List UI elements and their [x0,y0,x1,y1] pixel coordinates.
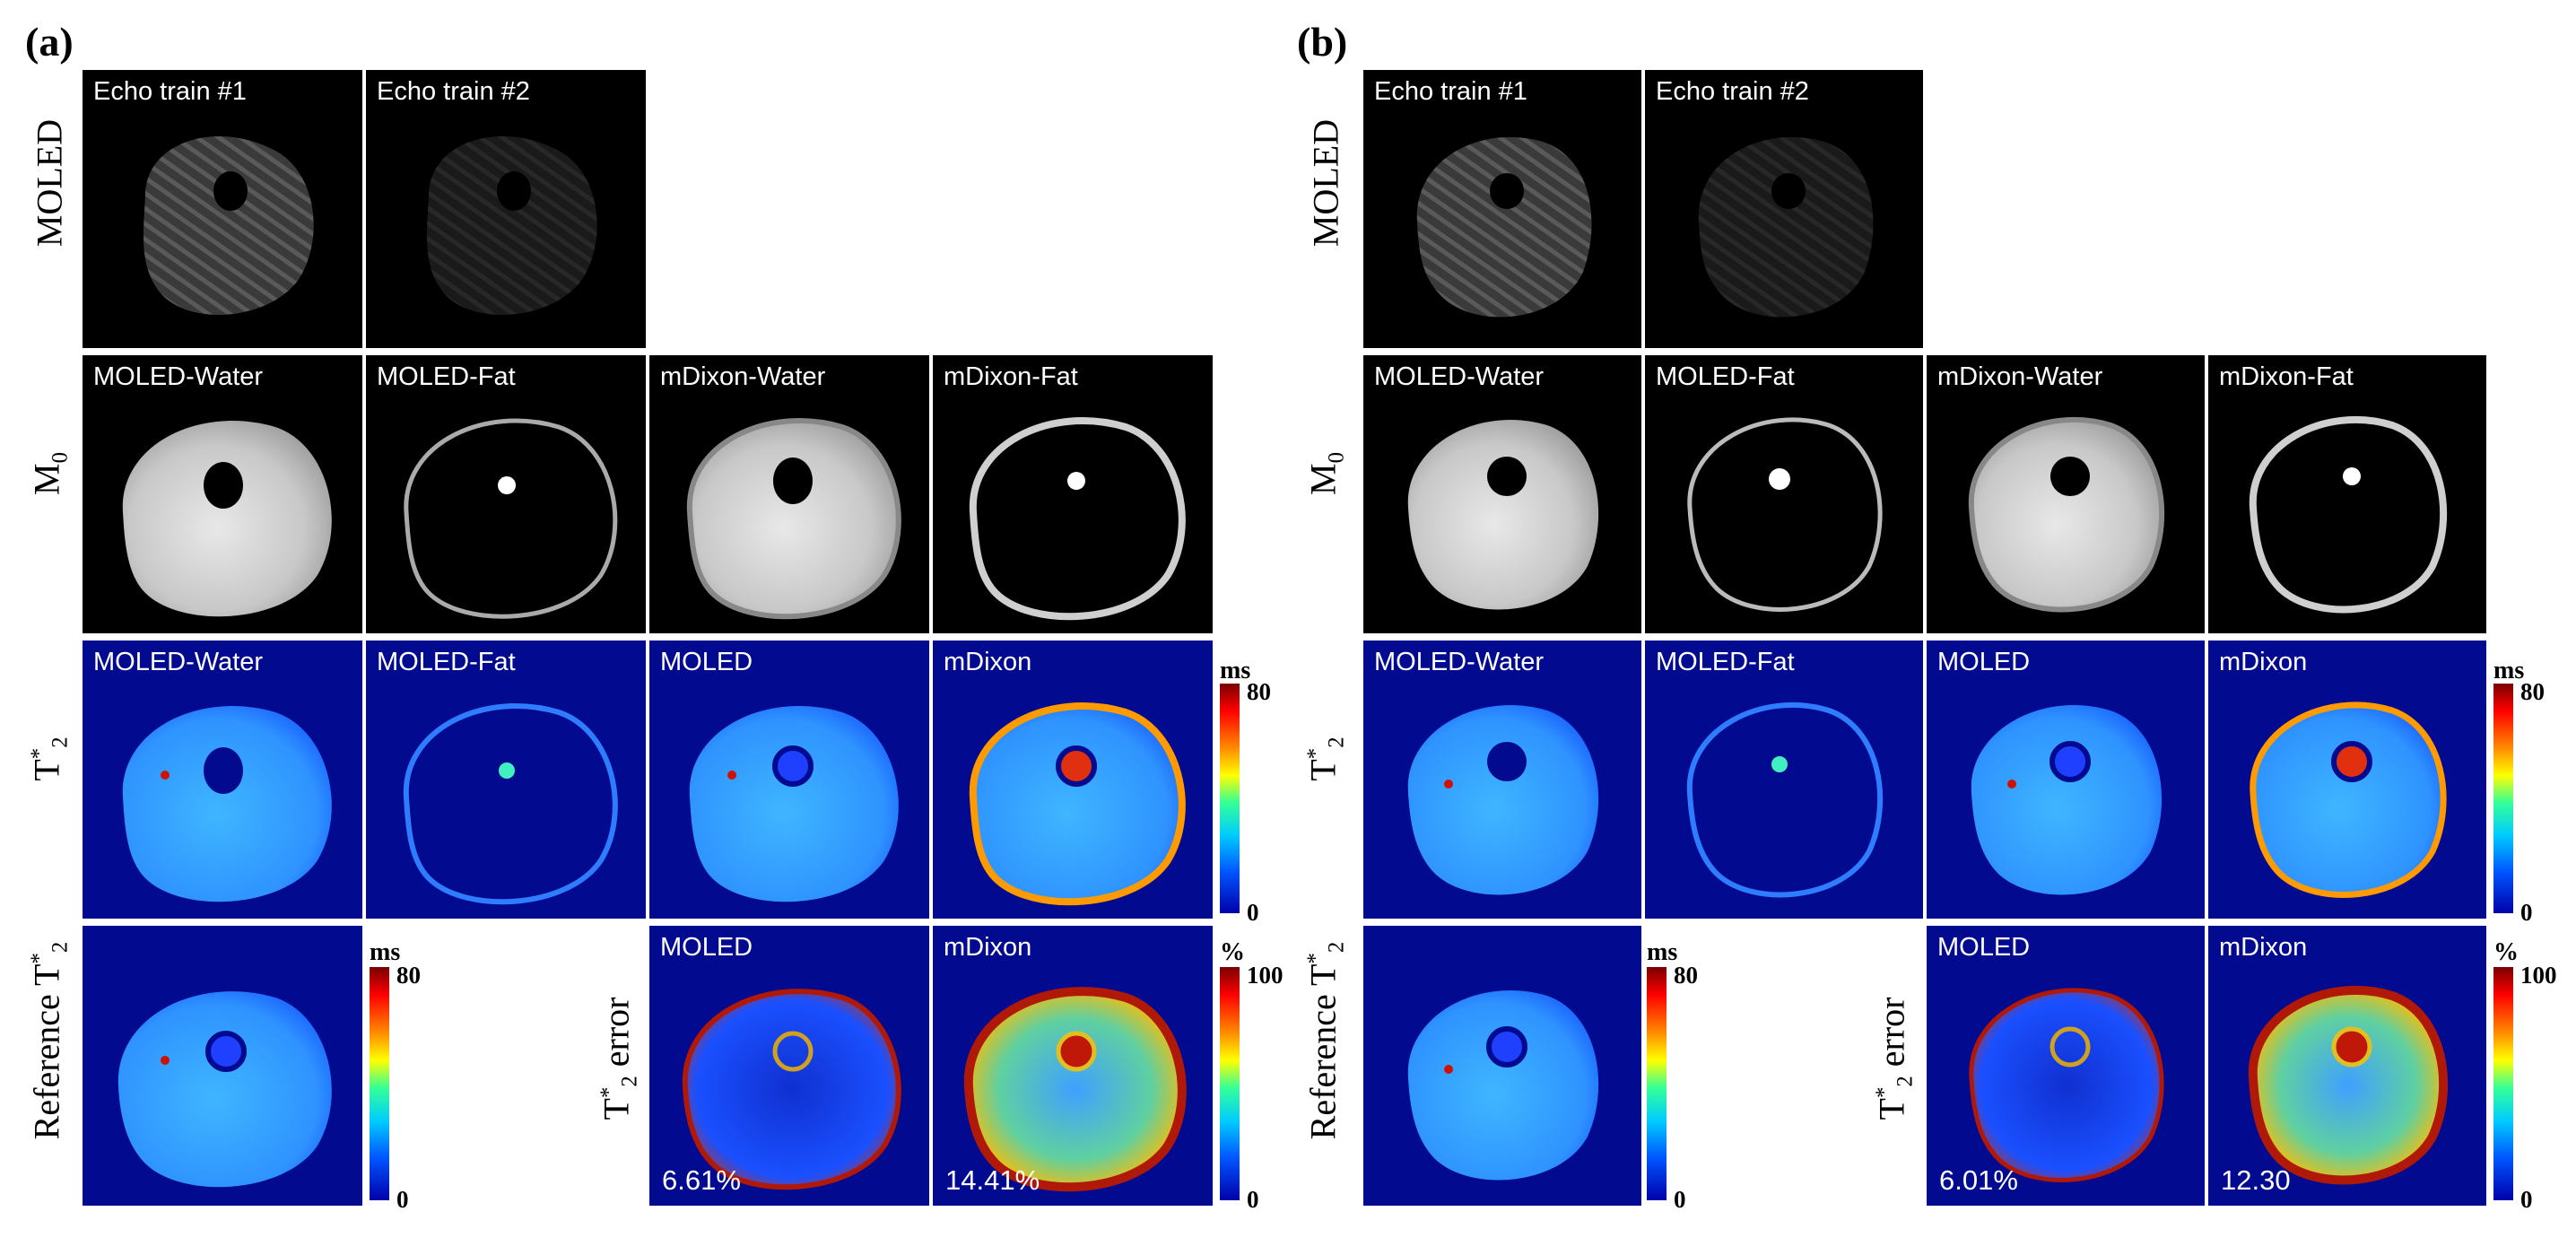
row-label-t2star-error: T*2 error [1871,997,1918,1120]
colorbar-max: 80 [2520,678,2545,705]
colorbar-error [1220,967,1240,1200]
colorbar-reference [370,967,389,1200]
colorbar-unit: ms [2493,657,2525,684]
tile-t2-moled-fat: MOLED-Fat [366,641,646,919]
tile-echo-train-2: Echo train #2 [1645,70,1923,348]
colorbar-reference [1647,967,1667,1200]
colorbar-unit: ms [370,938,401,966]
tile-moled-fat: MOLED-Fat [1645,355,1923,633]
tile-title: MOLED-Water [93,362,264,391]
tile-title: mDixon [2219,648,2308,676]
tile-title: MOLED-Water [93,648,264,676]
colorbar-min: 0 [396,1186,409,1213]
tile-t2-moled-water: MOLED-Water [83,641,362,919]
colorbar-max: 80 [1247,678,1271,705]
tile-moled-fat: MOLED-Fat [366,355,646,633]
tile-error-mdixon: mDixon 14.41% [933,926,1213,1206]
tile-mdixon-fat: mDixon-Fat [933,355,1213,633]
tile-title: mDixon [2219,933,2308,962]
row-label-t2star: T*2 [1302,736,1349,781]
colorbar-max: 80 [396,962,421,989]
tile-title: MOLED-Water [1374,648,1545,676]
colorbar-min: 0 [1247,1186,1259,1213]
tile-mdixon-fat: mDixon-Fat [2208,355,2486,633]
colorbar-unit: % [1220,938,1245,966]
error-value: 6.01% [1939,1164,2018,1196]
tile-title: Echo train #2 [377,77,530,106]
colorbar-min: 0 [1247,899,1259,926]
tile-reference-t2 [1363,926,1641,1206]
panel-a-letter: (a) [25,19,74,65]
tile-title: MOLED-Water [1374,362,1545,391]
tile-title: mDixon-Water [660,362,826,391]
tile-title: Echo train #1 [1374,77,1527,106]
error-value: 12.30 [2221,1164,2291,1196]
row-label-moled: MOLED [29,118,70,248]
tile-mdixon-water: mDixon-Water [649,355,929,633]
tile-title: MOLED [660,933,753,962]
colorbar-max: 100 [2520,962,2557,989]
row-label-reference-t2star: Reference T*2 [1302,941,1349,1140]
colorbar-t2 [2493,684,2513,913]
tile-title: mDixon-Water [1937,362,2103,391]
tile-moled-water: MOLED-Water [1363,355,1641,633]
tile-title: MOLED-Fat [377,648,516,676]
tile-t2-moled-fat: MOLED-Fat [1645,641,1923,919]
tile-echo-train-1: Echo train #1 [1363,70,1641,348]
tile-t2-mdixon: mDixon [933,641,1213,919]
tile-title: mDixon-Fat [944,362,1078,391]
colorbar-min: 0 [1674,1186,1686,1213]
colorbar-t2 [1220,684,1240,913]
colorbar-min: 0 [2520,899,2533,926]
colorbar-error [2493,967,2513,1200]
row-label-m0: M0 [26,452,73,495]
tile-echo-train-2: Echo train #2 [366,70,646,348]
colorbar-unit: ms [1647,938,1678,966]
panel-b-letter: (b) [1297,19,1348,65]
colorbar-max: 80 [1674,962,1698,989]
tile-title: MOLED-Fat [377,362,516,391]
colorbar-unit: ms [1220,657,1251,684]
tile-title: MOLED [1937,933,2031,962]
tile-t2-moled-water: MOLED-Water [1363,641,1641,919]
tile-t2-moled: MOLED [649,641,929,919]
tile-title: mDixon [944,648,1032,676]
tile-error-moled: MOLED 6.61% [649,926,929,1206]
tile-title: MOLED-Fat [1656,648,1795,676]
tile-title: MOLED-Fat [1656,362,1795,391]
tile-moled-water: MOLED-Water [83,355,362,633]
tile-t2-mdixon: mDixon [2208,641,2486,919]
tile-error-mdixon: mDixon 12.30 [2208,926,2486,1206]
tile-title: MOLED [660,648,753,676]
row-label-reference-t2star: Reference T*2 [26,941,73,1140]
tile-error-moled: MOLED 6.01% [1927,926,2205,1206]
tile-title: mDixon [944,933,1032,962]
tile-mdixon-water: mDixon-Water [1927,355,2205,633]
row-label-moled: MOLED [1305,118,1346,248]
error-value: 6.61% [662,1164,741,1196]
tile-title: Echo train #2 [1656,77,1809,106]
colorbar-min: 0 [2520,1186,2533,1213]
error-value: 14.41% [945,1164,1040,1196]
colorbar-max: 100 [1247,962,1284,989]
tile-title: Echo train #1 [93,77,247,106]
row-label-t2star-error: T*2 error [596,997,642,1120]
row-label-m0: M0 [1302,452,1349,495]
row-label-t2star: T*2 [26,736,73,781]
tile-reference-t2 [83,926,362,1206]
tile-echo-train-1: Echo train #1 [83,70,362,348]
tile-title: MOLED [1937,648,2031,676]
tile-title: mDixon-Fat [2219,362,2354,391]
tile-t2-moled: MOLED [1927,641,2205,919]
colorbar-unit: % [2493,938,2519,966]
